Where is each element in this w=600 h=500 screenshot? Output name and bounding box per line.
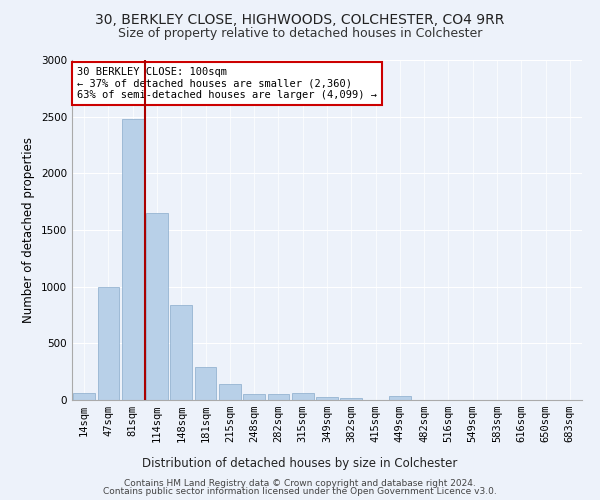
Bar xyxy=(122,119,143,400)
Text: Size of property relative to detached houses in Colchester: Size of property relative to detached ho… xyxy=(118,28,482,40)
Bar xyxy=(340,398,362,400)
Bar xyxy=(194,366,217,400)
Bar xyxy=(268,394,289,400)
Text: Distribution of detached houses by size in Colchester: Distribution of detached houses by size … xyxy=(142,458,458,470)
Bar xyxy=(219,384,241,400)
Bar xyxy=(292,393,314,400)
Text: Contains public sector information licensed under the Open Government Licence v3: Contains public sector information licen… xyxy=(103,488,497,496)
Bar xyxy=(389,396,411,400)
Text: 30, BERKLEY CLOSE, HIGHWOODS, COLCHESTER, CO4 9RR: 30, BERKLEY CLOSE, HIGHWOODS, COLCHESTER… xyxy=(95,12,505,26)
Bar xyxy=(146,213,168,400)
Text: Contains HM Land Registry data © Crown copyright and database right 2024.: Contains HM Land Registry data © Crown c… xyxy=(124,478,476,488)
Bar xyxy=(73,393,95,400)
Bar xyxy=(170,305,192,400)
Y-axis label: Number of detached properties: Number of detached properties xyxy=(22,137,35,323)
Bar xyxy=(97,286,119,400)
Bar xyxy=(243,394,265,400)
Bar xyxy=(316,396,338,400)
Text: 30 BERKLEY CLOSE: 100sqm
← 37% of detached houses are smaller (2,360)
63% of sem: 30 BERKLEY CLOSE: 100sqm ← 37% of detach… xyxy=(77,67,377,100)
